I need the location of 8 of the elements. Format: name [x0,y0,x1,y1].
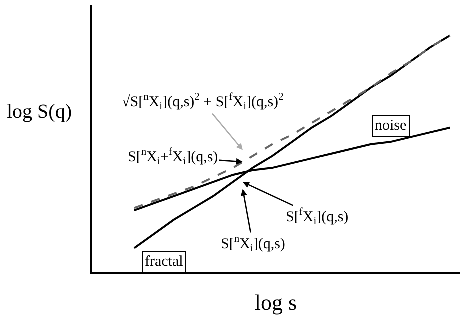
text: √S[$^{n}$X$_{i}$](q,s)$^{2}$ + S[$^{f}$X$_{i}$](q,s)$^{2}$ [122,92,284,112]
series-label: fractal [145,254,184,270]
y-axis-title: log S(q) [7,101,72,123]
text: S[$^{n}$X$_{i}$+$^{f}$X$_{i}$](q,s) [128,147,218,168]
annotation: S[$^{f}$X$_{i}$](q,s) [286,207,349,228]
annotation: S[$^{n}$X$_{i}$](q,s) [221,234,286,254]
x-axis-title: log s [254,290,298,316]
series-label: noise [375,118,408,134]
